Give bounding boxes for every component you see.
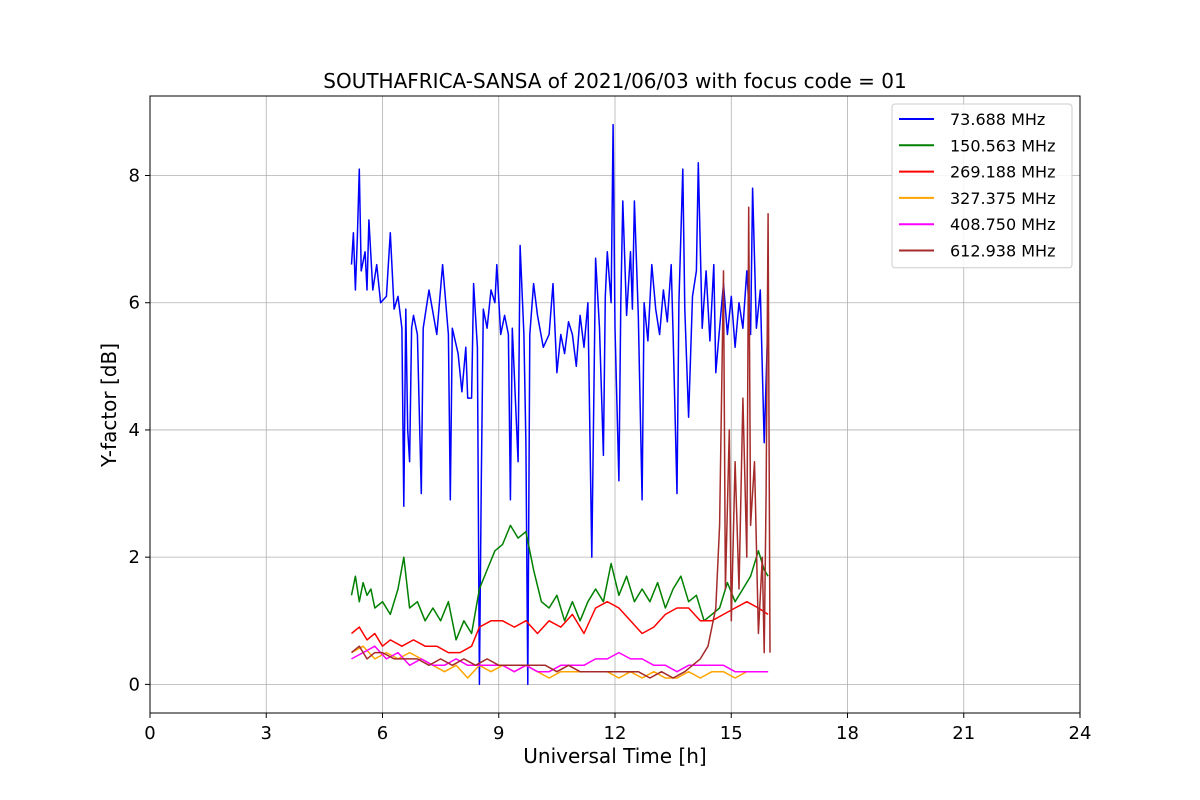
legend-label: 408.750 MHz — [950, 215, 1055, 234]
series-line-1 — [350, 524, 769, 641]
y-axis-label: Y-factor [dB] — [97, 343, 121, 468]
series-line-4 — [351, 645, 769, 673]
x-tick-label: 15 — [720, 723, 743, 744]
series-lines — [350, 123, 771, 686]
x-tick-label: 21 — [952, 723, 975, 744]
x-tick-label: 3 — [261, 723, 272, 744]
legend: 73.688 MHz 150.563 MHz 269.188 MHz 327.375 … — [891, 103, 1073, 269]
y-tick-label: 0 — [129, 674, 140, 695]
legend-box — [891, 103, 1073, 269]
series-line-5 — [351, 206, 771, 679]
y-tick-label: 2 — [129, 547, 140, 568]
x-axis-ticks: 0 3 6 9 12 15 18 21 24 — [144, 713, 1091, 744]
y-axis-ticks: 0 2 4 6 8 — [129, 166, 150, 695]
x-tick-label: 12 — [604, 723, 627, 744]
y-tick-label: 4 — [129, 420, 140, 441]
y-tick-label: 6 — [129, 293, 140, 314]
y-tick-label: 8 — [129, 166, 140, 187]
series-line-2 — [351, 600, 769, 654]
x-tick-label: 24 — [1069, 723, 1092, 744]
chart-title: SOUTHAFRICA-SANSA of 2021/06/03 with foc… — [323, 69, 907, 93]
legend-label: 327.375 MHz — [950, 189, 1055, 208]
x-tick-label: 18 — [836, 723, 859, 744]
x-tick-label: 9 — [493, 723, 504, 744]
series-line-0 — [350, 123, 769, 686]
x-axis-label: Universal Time [h] — [523, 744, 706, 768]
x-tick-label: 6 — [377, 723, 388, 744]
x-tick-label: 0 — [144, 723, 155, 744]
legend-label: 150.563 MHz — [950, 136, 1055, 155]
legend-label: 269.188 MHz — [950, 163, 1055, 182]
legend-label: 612.938 MHz — [950, 242, 1055, 261]
legend-label: 73.688 MHz — [950, 110, 1045, 129]
